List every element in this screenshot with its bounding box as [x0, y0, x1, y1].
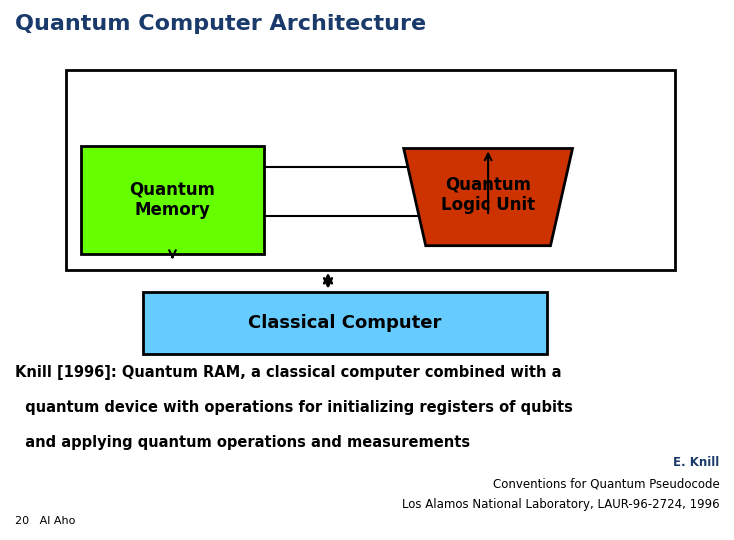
Text: Conventions for Quantum Pseudocode: Conventions for Quantum Pseudocode [493, 478, 719, 491]
Text: and applying quantum operations and measurements: and applying quantum operations and meas… [15, 435, 470, 450]
Bar [81, 146, 264, 254]
Bar [220, 167, 543, 216]
Polygon shape [404, 148, 573, 246]
Bar [66, 70, 675, 270]
Text: Quantum
Memory: Quantum Memory [129, 180, 216, 219]
Text: Knill [1996]: Quantum RAM, a classical computer combined with a: Knill [1996]: Quantum RAM, a classical c… [15, 364, 562, 380]
Text: Quantum
Logic Unit: Quantum Logic Unit [441, 175, 535, 214]
Text: E. Knill: E. Knill [673, 456, 719, 469]
Text: 20   Al Aho: 20 Al Aho [15, 516, 75, 526]
Bar [143, 292, 547, 354]
Text: Quantum Computer Architecture: Quantum Computer Architecture [15, 14, 426, 33]
Text: quantum device with operations for initializing registers of qubits: quantum device with operations for initi… [15, 400, 573, 415]
Text: Classical Computer: Classical Computer [248, 314, 442, 332]
Text: Los Alamos National Laboratory, LAUR-96-2724, 1996: Los Alamos National Laboratory, LAUR-96-… [401, 498, 719, 511]
